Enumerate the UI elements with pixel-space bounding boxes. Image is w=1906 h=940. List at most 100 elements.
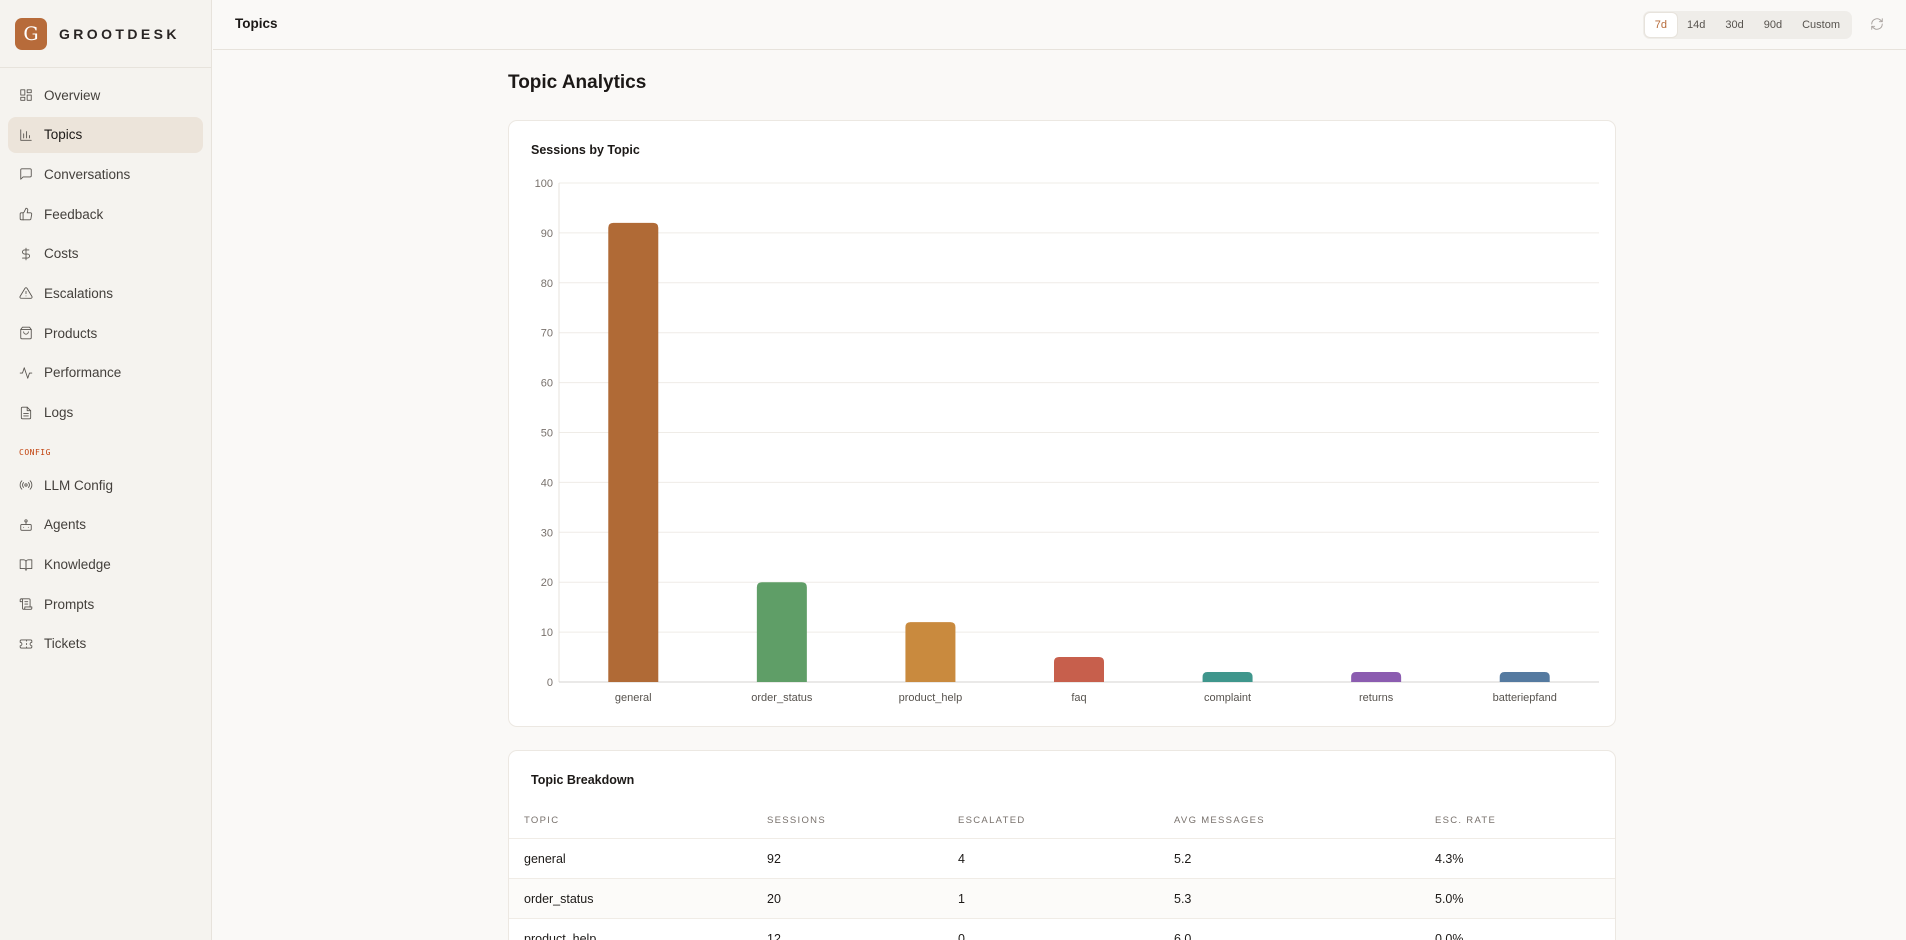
y-tick-label: 30 bbox=[541, 527, 553, 539]
table-title: Topic Breakdown bbox=[531, 773, 635, 787]
x-tick-label: order_status bbox=[751, 692, 813, 704]
topic-breakdown-table: TOPIC SESSIONS ESCALATED AVG MESSAGES ESC. R… bbox=[509, 803, 1615, 940]
bar-batteriepfand bbox=[1499, 672, 1550, 682]
ticket-icon bbox=[19, 637, 33, 651]
sidebar-item-label: Prompts bbox=[44, 596, 95, 612]
table-cell: 0 bbox=[958, 931, 965, 940]
sidebar-nav: Overview Topics Conversations Feedback Costs… bbox=[0, 68, 211, 662]
sidebar-item-label: Products bbox=[44, 325, 98, 341]
brand[interactable]: G GROOTDESK bbox=[0, 0, 211, 68]
bar-faq bbox=[1054, 657, 1104, 682]
y-tick-label: 60 bbox=[541, 378, 553, 390]
column-header-escalated[interactable]: ESCALATED bbox=[958, 815, 1026, 826]
table-row[interactable]: order_status 20 1 5.3 5.0% bbox=[509, 879, 1615, 919]
table-cell: general bbox=[524, 851, 566, 866]
sidebar-item-label: Knowledge bbox=[44, 557, 111, 573]
activity-icon bbox=[19, 366, 33, 380]
table-cell: 92 bbox=[767, 851, 781, 866]
dollar-icon bbox=[19, 247, 33, 261]
table-cell: 12 bbox=[767, 931, 781, 940]
table-cell: 5.0% bbox=[1435, 891, 1464, 906]
sidebar-item-feedback[interactable]: Feedback bbox=[8, 196, 203, 232]
sidebar-item-logs[interactable]: Logs bbox=[8, 395, 203, 431]
column-header-topic[interactable]: TOPIC bbox=[524, 815, 560, 826]
sidebar-item-label: Feedback bbox=[44, 206, 104, 222]
sidebar-item-costs[interactable]: Costs bbox=[8, 236, 203, 272]
sidebar-item-conversations[interactable]: Conversations bbox=[8, 156, 203, 192]
x-tick-label: returns bbox=[1359, 692, 1394, 704]
column-header-avg-messages[interactable]: AVG MESSAGES bbox=[1174, 815, 1265, 826]
sidebar-item-label: Escalations bbox=[44, 285, 114, 301]
bar-chart-icon bbox=[19, 128, 33, 142]
range-button-7d[interactable]: 7d bbox=[1644, 13, 1678, 37]
table-cell: 4.3% bbox=[1435, 851, 1464, 866]
sidebar-item-prompts[interactable]: Prompts bbox=[8, 586, 203, 622]
sidebar-item-label: Tickets bbox=[44, 636, 87, 652]
topbar-title: Topics bbox=[235, 16, 278, 31]
page-title: Topic Analytics bbox=[508, 72, 647, 93]
x-tick-label: general bbox=[615, 692, 652, 704]
refresh-icon[interactable] bbox=[1870, 17, 1884, 31]
sidebar-item-performance[interactable]: Performance bbox=[8, 355, 203, 391]
sidebar-item-llm-config[interactable]: LLM Config bbox=[8, 467, 203, 503]
sidebar-item-topics[interactable]: Topics bbox=[8, 116, 203, 153]
sidebar-item-escalations[interactable]: Escalations bbox=[8, 275, 203, 311]
scroll-icon bbox=[19, 597, 33, 611]
column-header-esc-rate[interactable]: ESC. RATE bbox=[1435, 815, 1497, 826]
y-tick-label: 80 bbox=[541, 278, 553, 290]
sidebar-item-label: Performance bbox=[44, 365, 122, 381]
sidebar-item-label: Overview bbox=[44, 87, 101, 103]
table-cell: 0.0% bbox=[1435, 931, 1464, 940]
range-button-90d[interactable]: 90d bbox=[1763, 19, 1783, 31]
y-tick-label: 70 bbox=[541, 328, 553, 340]
bar-order-status bbox=[756, 582, 807, 682]
table-cell: 20 bbox=[767, 891, 781, 906]
sidebar: G GROOTDESK Overview Topics Conversations F… bbox=[0, 0, 212, 940]
range-button-custom[interactable]: Custom bbox=[1802, 19, 1840, 31]
table-cell: product_help bbox=[524, 931, 597, 940]
thumbs-up-icon bbox=[19, 207, 33, 221]
column-header-sessions[interactable]: SESSIONS bbox=[767, 815, 826, 826]
y-tick-label: 20 bbox=[541, 577, 553, 589]
y-tick-label: 0 bbox=[547, 677, 553, 689]
radio-icon bbox=[19, 478, 33, 492]
bar-complaint bbox=[1202, 672, 1253, 682]
sidebar-item-knowledge[interactable]: Knowledge bbox=[8, 547, 203, 583]
brand-name: GROOTDESK bbox=[59, 25, 180, 42]
layout-grid-icon bbox=[19, 88, 33, 102]
sidebar-item-agents[interactable]: Agents bbox=[8, 507, 203, 543]
y-tick-label: 40 bbox=[541, 477, 553, 489]
sessions-chart-card: 0 10 20 30 40 50 60 70 80 90 100 general order_statu… bbox=[508, 120, 1616, 727]
sessions-by-topic-chart: 0 10 20 30 40 50 60 70 80 90 100 general order_statu… bbox=[535, 178, 1599, 704]
table-header-row: TOPIC SESSIONS ESCALATED AVG MESSAGES ESC. R… bbox=[509, 803, 1615, 839]
bar-general bbox=[608, 222, 659, 683]
sidebar-item-label: Logs bbox=[44, 405, 74, 420]
sidebar-item-tickets[interactable]: Tickets bbox=[8, 626, 203, 662]
range-button-30d[interactable]: 30d bbox=[1725, 19, 1744, 31]
config-section-label: CONFIG bbox=[19, 448, 51, 458]
topbar: Topics 7d 14d 30d 90d Custom bbox=[213, 0, 1906, 50]
chart-title: Sessions by Topic bbox=[531, 143, 640, 157]
sidebar-item-label: Costs bbox=[44, 246, 79, 262]
shopping-bag-icon bbox=[19, 326, 33, 340]
bar-returns bbox=[1351, 672, 1402, 682]
sidebar-item-label: LLM Config bbox=[44, 477, 114, 493]
table-row[interactable]: general 92 4 5.2 4.3% bbox=[509, 839, 1615, 879]
table-cell: 5.3 bbox=[1174, 891, 1192, 906]
x-tick-label: product_help bbox=[899, 692, 963, 704]
y-tick-label: 90 bbox=[541, 228, 553, 240]
table-cell: order_status bbox=[524, 891, 594, 906]
sidebar-item-overview[interactable]: Overview bbox=[8, 77, 203, 113]
message-icon bbox=[19, 167, 33, 181]
sidebar-item-products[interactable]: Products bbox=[8, 315, 203, 351]
range-button-14d[interactable]: 14d bbox=[1687, 19, 1706, 31]
bar-product-help bbox=[905, 622, 956, 682]
sidebar-item-label: Agents bbox=[44, 517, 87, 533]
book-icon bbox=[19, 558, 33, 572]
table-cell: 6.0 bbox=[1174, 931, 1192, 940]
table-row[interactable]: product_help 12 0 6.0 0.0% bbox=[509, 919, 1615, 940]
date-range-selector: 7d 14d 30d 90d Custom bbox=[1642, 11, 1852, 39]
y-tick-label: 10 bbox=[541, 627, 553, 639]
file-text-icon bbox=[19, 406, 33, 420]
sidebar-item-label: Conversations bbox=[44, 166, 131, 182]
